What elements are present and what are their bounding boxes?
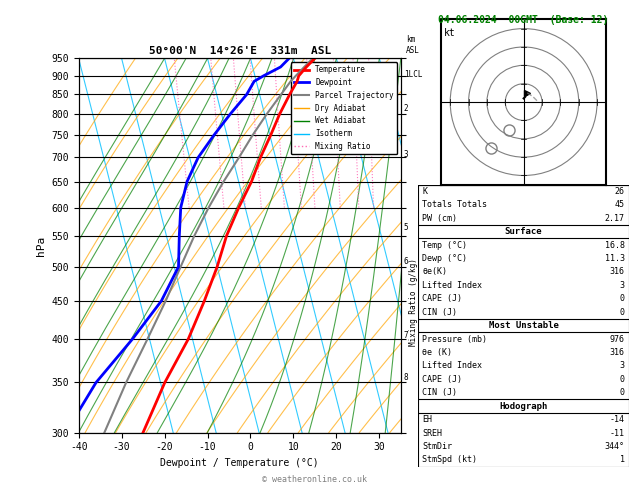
Text: Lifted Index: Lifted Index [423,281,482,290]
Text: 0: 0 [620,388,625,397]
Text: 7: 7 [404,331,408,340]
Text: kt: kt [444,28,456,38]
Text: Pressure (mb): Pressure (mb) [423,334,487,344]
Text: 1: 1 [620,455,625,464]
Text: CIN (J): CIN (J) [423,388,457,397]
Text: EH: EH [423,415,433,424]
Text: CAPE (J): CAPE (J) [423,375,462,384]
Text: -11: -11 [610,429,625,437]
Text: -14: -14 [610,415,625,424]
Text: 0: 0 [620,375,625,384]
Text: 2: 2 [404,104,408,113]
X-axis label: Dewpoint / Temperature (°C): Dewpoint / Temperature (°C) [160,458,319,468]
Text: 2.17: 2.17 [605,214,625,223]
Text: CIN (J): CIN (J) [423,308,457,317]
Text: 3: 3 [404,151,408,159]
Text: © weatheronline.co.uk: © weatheronline.co.uk [262,474,367,484]
Text: 0: 0 [620,295,625,303]
Legend: Temperature, Dewpoint, Parcel Trajectory, Dry Adiabat, Wet Adiabat, Isotherm, Mi: Temperature, Dewpoint, Parcel Trajectory… [291,62,397,154]
Text: 316: 316 [610,348,625,357]
Text: θe (K): θe (K) [423,348,452,357]
Text: SREH: SREH [423,429,442,437]
Text: 0: 0 [620,308,625,317]
Text: Mixing Ratio (g/kg): Mixing Ratio (g/kg) [409,258,418,346]
Text: StmSpd (kt): StmSpd (kt) [423,455,477,464]
Text: StmDir: StmDir [423,442,452,451]
Text: Surface: Surface [505,227,542,236]
Text: 3: 3 [620,281,625,290]
Text: 3: 3 [620,362,625,370]
Text: PW (cm): PW (cm) [423,214,457,223]
Text: CAPE (J): CAPE (J) [423,295,462,303]
Y-axis label: hPa: hPa [36,235,46,256]
Text: 5: 5 [404,224,408,232]
Title: 50°00'N  14°26'E  331m  ASL: 50°00'N 14°26'E 331m ASL [148,46,331,56]
Text: 16.8: 16.8 [605,241,625,250]
Text: km
ASL: km ASL [406,35,420,54]
Text: 976: 976 [610,334,625,344]
Text: Temp (°C): Temp (°C) [423,241,467,250]
Text: 6: 6 [404,257,408,266]
Text: θe(K): θe(K) [423,267,447,277]
Text: 8: 8 [404,373,408,382]
Text: Lifted Index: Lifted Index [423,362,482,370]
Text: 11.3: 11.3 [605,254,625,263]
Text: K: K [423,187,428,196]
Text: Totals Totals: Totals Totals [423,200,487,209]
Text: 26: 26 [615,187,625,196]
Text: Most Unstable: Most Unstable [489,321,559,330]
Text: Hodograph: Hodograph [499,401,548,411]
Text: 1LCL: 1LCL [404,70,422,79]
Text: 344°: 344° [605,442,625,451]
Text: Dewp (°C): Dewp (°C) [423,254,467,263]
Text: 45: 45 [615,200,625,209]
Text: 04.06.2024  00GMT  (Base: 12): 04.06.2024 00GMT (Base: 12) [438,15,609,25]
Text: 316: 316 [610,267,625,277]
